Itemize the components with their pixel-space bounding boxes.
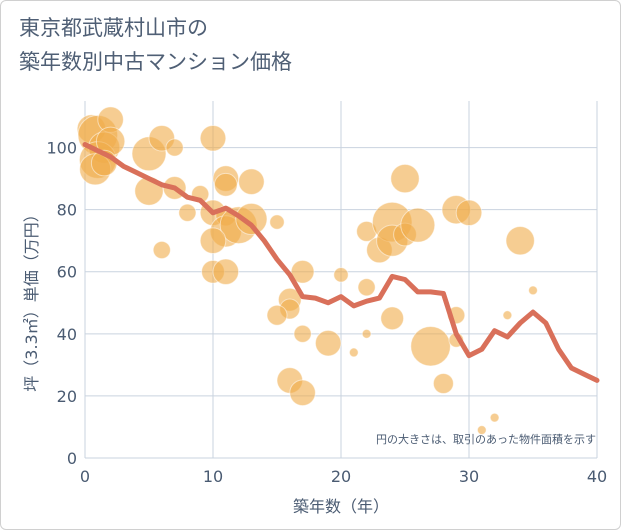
bubble-point xyxy=(348,347,359,358)
bubble-point xyxy=(476,425,487,435)
bubble-point xyxy=(213,172,238,197)
bubble-point xyxy=(289,379,316,407)
y-tick-label: 100 xyxy=(46,139,77,158)
bubble-point xyxy=(357,278,376,297)
bubble-point xyxy=(505,225,535,256)
bubble-point xyxy=(333,267,349,283)
bubble-point xyxy=(400,207,436,243)
bubble-point xyxy=(455,199,483,227)
x-tick-label: 0 xyxy=(80,467,90,486)
chart-title: 東京都武蔵村山市の 築年数別中古マンション価格 xyxy=(19,11,292,79)
x-tick-label: 40 xyxy=(587,467,607,486)
bubble-point xyxy=(502,310,513,321)
bubble-point xyxy=(290,259,315,284)
bubble-point xyxy=(380,306,405,331)
bubble-point xyxy=(235,202,268,236)
y-tick-label: 20 xyxy=(57,387,77,406)
axis-ticks: 0 20 40 60 80 100 0 10 20 30 40 xyxy=(46,139,607,486)
y-tick-label: 80 xyxy=(57,201,77,220)
bubble-point xyxy=(238,168,265,196)
bubble-series xyxy=(76,106,538,435)
bubble-point xyxy=(361,328,372,339)
bubble-point xyxy=(165,138,184,157)
x-tick-label: 30 xyxy=(459,467,479,486)
bubble-point xyxy=(410,325,451,367)
bubble-size-note: 円の大きさは、取引のあった物件面積を示す xyxy=(376,432,596,446)
y-tick-label: 0 xyxy=(67,449,77,468)
y-tick-label: 60 xyxy=(57,263,77,282)
x-axis-label: 築年数（年） xyxy=(293,497,389,516)
bubble-point xyxy=(212,258,240,286)
chart-title-line-1: 東京都武蔵村山市の xyxy=(19,16,208,40)
bubble-point xyxy=(314,329,342,357)
bubble-point xyxy=(178,203,197,222)
bubble-point xyxy=(152,240,171,260)
bubble-point xyxy=(199,227,227,254)
bubble-point xyxy=(489,412,500,423)
y-axis-label: 坪（3.3㎡）単価（万円） xyxy=(22,206,41,391)
series-line xyxy=(82,142,600,383)
bubble-point xyxy=(266,304,288,326)
bubble-point xyxy=(269,214,285,230)
bubble-point xyxy=(390,163,420,194)
bubble-point xyxy=(432,372,454,394)
x-tick-label: 20 xyxy=(331,467,351,486)
average-price-line xyxy=(82,142,600,383)
bubble-point xyxy=(293,324,312,343)
chart-title-line-2: 築年数別中古マンション価格 xyxy=(19,50,292,74)
bubble-point xyxy=(528,285,538,296)
x-tick-label: 10 xyxy=(203,467,223,486)
y-tick-label: 40 xyxy=(57,325,77,344)
bubble-point xyxy=(199,124,227,152)
